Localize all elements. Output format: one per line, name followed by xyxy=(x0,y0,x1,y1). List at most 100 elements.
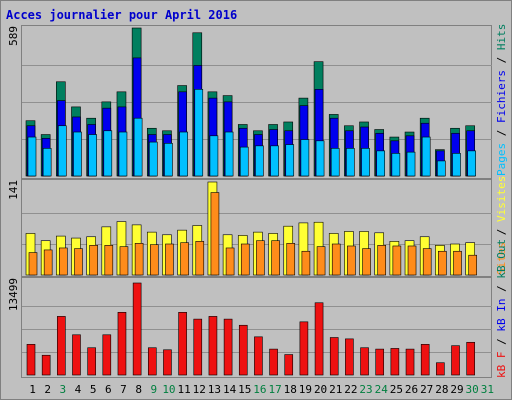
day-label: 8 xyxy=(135,383,142,396)
pages-bar xyxy=(452,153,461,177)
day-label: 19 xyxy=(299,383,312,396)
legend-sep: / xyxy=(495,50,508,70)
axis-legend: kB F / kB In / kB Out xyxy=(495,239,508,378)
day-label: 18 xyxy=(284,383,297,396)
sites-bar xyxy=(165,243,174,276)
kb-bar xyxy=(102,334,112,376)
pages-bar xyxy=(164,143,173,177)
legend-pages: Pages xyxy=(495,143,508,176)
kb-bar xyxy=(163,349,172,376)
sites-bar xyxy=(74,248,83,276)
day-label: 3 xyxy=(60,383,67,396)
kb-bar xyxy=(57,316,66,376)
pages-bar xyxy=(224,131,234,177)
pages-bar xyxy=(133,117,143,177)
axis-legend: Sites / Visites xyxy=(495,176,508,275)
sites-bar xyxy=(347,245,356,276)
kb-bar xyxy=(405,348,415,376)
kb-bar xyxy=(314,302,324,376)
pages-bar xyxy=(300,139,310,177)
pages-bar xyxy=(437,160,446,177)
kb-bar xyxy=(284,354,294,376)
sites-bar xyxy=(89,245,98,276)
legend-sep: / xyxy=(495,332,508,352)
panel-visits-legend: Sites / Visites xyxy=(495,176,508,275)
sites-bar xyxy=(134,243,144,276)
panel-hits-legend: Pages / Fichiers / Hits xyxy=(495,24,508,176)
sites-bar xyxy=(119,246,129,276)
day-label: 17 xyxy=(268,383,281,396)
pages-bar xyxy=(239,146,249,177)
day-label: 25 xyxy=(390,383,403,396)
sites-bar xyxy=(331,243,341,276)
kb-bar xyxy=(254,336,263,376)
day-label: 5 xyxy=(90,383,97,396)
sites-bar xyxy=(316,246,326,276)
day-label: 9 xyxy=(150,383,157,396)
sites-bar xyxy=(59,247,68,276)
day-label: 30 xyxy=(466,383,479,396)
pages-bar xyxy=(391,153,401,177)
legend-sep: / xyxy=(495,222,508,242)
panel-kb-frame xyxy=(21,277,492,378)
axis-legend: Pages / Fichiers / Hits xyxy=(495,24,508,176)
pages-bar xyxy=(42,148,52,177)
pages-bar xyxy=(179,131,188,177)
sites-bar xyxy=(210,192,220,276)
pages-bar xyxy=(406,151,416,177)
legend-sites: Sites xyxy=(495,242,508,275)
pages-bar xyxy=(73,131,82,177)
panel-kb-ymax-label: 13499 xyxy=(7,278,20,311)
chart-title: Acces journalier pour April 2016 xyxy=(6,8,237,22)
sites-bar xyxy=(438,250,447,276)
day-label: 1 xyxy=(29,383,36,396)
kb-bar xyxy=(41,354,51,376)
pages-bar xyxy=(118,131,128,177)
pages-bar xyxy=(255,145,264,177)
day-label: 16 xyxy=(253,383,266,396)
legend-sep: / xyxy=(495,123,508,143)
sites-bar xyxy=(149,244,159,276)
day-label: 27 xyxy=(420,383,433,396)
sites-bar xyxy=(392,245,402,276)
pages-bar xyxy=(346,148,355,177)
panel-visits-ymax-label: 141 xyxy=(7,180,20,200)
panel-kb-legend: kB F / kB In / kB Out xyxy=(495,239,508,378)
kb-bar xyxy=(26,344,36,376)
kb-bar xyxy=(269,348,278,376)
pages-bar xyxy=(467,150,476,177)
kb-bar xyxy=(420,344,430,376)
kb-bar xyxy=(238,324,248,376)
kb-bar xyxy=(451,345,460,376)
pages-bar xyxy=(270,145,279,177)
pages-bar xyxy=(27,136,37,177)
sites-bar xyxy=(453,250,462,276)
day-label: 29 xyxy=(450,383,463,396)
day-label: 22 xyxy=(344,383,357,396)
pages-bar xyxy=(103,130,113,177)
kb-bar xyxy=(147,347,157,376)
kb-bar xyxy=(375,348,385,376)
pages-bar xyxy=(148,141,158,177)
sites-bar xyxy=(407,245,417,276)
panel-hits: 589 Pages / Fichiers / Hits xyxy=(7,24,508,179)
sites-bar xyxy=(104,245,114,276)
panel-visits-bars xyxy=(22,181,492,276)
day-label: 7 xyxy=(120,383,127,396)
day-label: 15 xyxy=(238,383,251,396)
pages-bar xyxy=(285,144,295,177)
sites-bar xyxy=(286,243,296,276)
kb-bar xyxy=(345,338,354,376)
day-label: 2 xyxy=(44,383,51,396)
pages-bar xyxy=(421,136,431,177)
day-label: 11 xyxy=(177,383,190,396)
kb-bar xyxy=(299,321,309,376)
day-label: 20 xyxy=(314,383,327,396)
kb-bar xyxy=(390,348,400,376)
pages-bar xyxy=(315,140,325,177)
panel-visits-frame xyxy=(21,179,492,277)
panel-hits-bars xyxy=(22,27,492,177)
sites-bar xyxy=(271,240,280,276)
